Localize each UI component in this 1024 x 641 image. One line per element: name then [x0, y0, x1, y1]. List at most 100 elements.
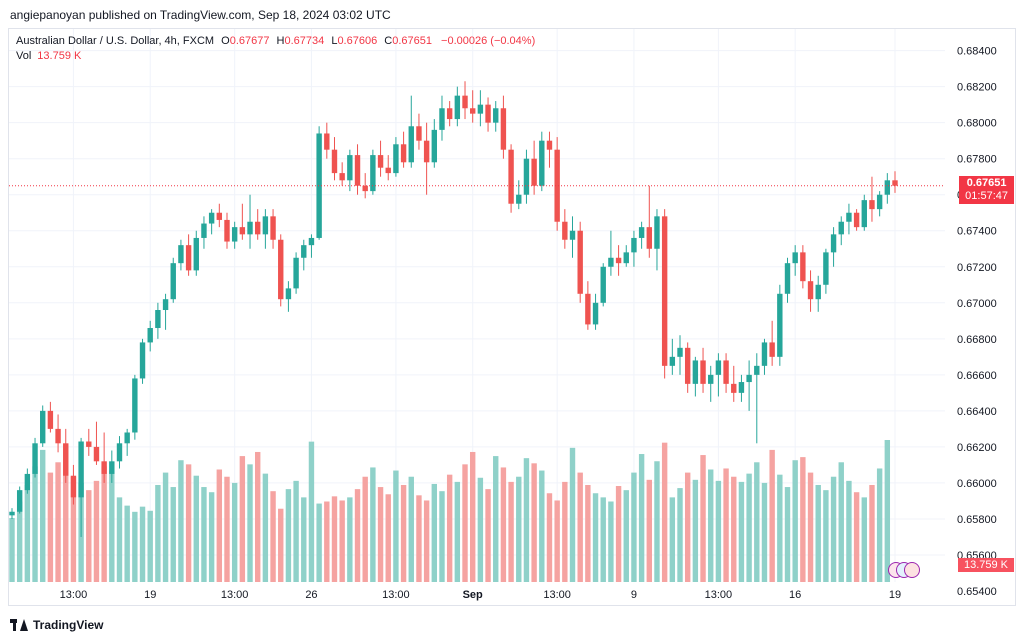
- candle-body: [669, 356, 676, 366]
- volume-bar: [761, 482, 768, 582]
- candle-body: [331, 149, 338, 174]
- volume-bar: [608, 501, 614, 582]
- candle-body: [55, 428, 61, 444]
- y-tick-label: 0.67000: [957, 298, 997, 310]
- volume-bar: [454, 481, 461, 582]
- candle-body: [347, 155, 353, 181]
- candle-body: [661, 216, 668, 366]
- candle-body: [516, 194, 522, 204]
- volume-bar: [216, 469, 223, 582]
- candle-body: [63, 443, 69, 476]
- bar-countdown: 01:57:47: [965, 190, 1008, 202]
- candle-body: [830, 234, 837, 253]
- candle-body: [807, 281, 814, 300]
- volume-bar: [684, 472, 691, 582]
- candle-body: [715, 360, 722, 375]
- volume-bar: [193, 475, 199, 582]
- volume-bar: [792, 460, 798, 582]
- volume-bar: [16, 501, 23, 582]
- volume-bar: [139, 506, 146, 582]
- legend-symbol: Australian Dollar / U.S. Dollar, 4h, FXC…: [16, 35, 215, 47]
- candle-body: [370, 155, 376, 192]
- economic-events-flag-icon[interactable]: [888, 562, 920, 578]
- volume-bar: [784, 487, 791, 582]
- candle-body: [554, 149, 560, 222]
- volume-bar: [585, 484, 591, 582]
- candle-body: [861, 200, 867, 228]
- candle-body: [761, 342, 768, 366]
- volume-bar: [416, 495, 422, 582]
- volume-bar: [301, 497, 307, 582]
- volume-bar: [86, 490, 92, 582]
- volume-bar: [293, 480, 299, 582]
- candle-body: [500, 108, 507, 150]
- candle-body: [723, 360, 729, 384]
- volume-bar: [500, 467, 507, 582]
- candle-body: [16, 490, 23, 512]
- candle-body: [109, 461, 115, 474]
- legend-open-value: 0.67677: [229, 35, 270, 47]
- candle-body: [270, 216, 276, 240]
- volume-value-tag: 13.759 K: [957, 558, 1014, 572]
- candle-body: [523, 158, 530, 195]
- candle-body: [132, 378, 138, 433]
- candle-body: [692, 360, 699, 384]
- candle-body: [201, 223, 207, 238]
- candle-body: [869, 200, 875, 210]
- volume-bar: [516, 476, 522, 582]
- volume-bar: [654, 461, 660, 582]
- volume-bar: [876, 468, 883, 582]
- candle-body: [377, 155, 384, 168]
- legend-high-value: 0.67734: [284, 35, 325, 47]
- volume-bar: [324, 501, 330, 582]
- candle-body: [477, 104, 484, 114]
- publisher-line: angiepanoyan published on TradingView.co…: [10, 8, 391, 22]
- volume-bar: [554, 500, 560, 582]
- volume-bar: [185, 464, 192, 582]
- volume-bar: [423, 500, 430, 582]
- x-tick-label: 9: [631, 589, 637, 601]
- candle-body: [876, 194, 883, 210]
- volume-bar: [600, 497, 606, 582]
- y-tick-label: 0.66400: [957, 406, 997, 418]
- footer-brand-text: TradingView: [33, 618, 104, 632]
- candle-body: [262, 216, 269, 235]
- legend-low-value: 0.67606: [337, 35, 378, 47]
- y-tick-label: 0.66600: [957, 370, 997, 382]
- chart-frame: [8, 28, 1016, 606]
- candle-body: [646, 227, 652, 249]
- volume-bar: [331, 496, 338, 582]
- legend-open-label: O: [221, 35, 230, 47]
- candle-body: [853, 212, 860, 228]
- candle-body: [462, 95, 468, 109]
- volume-bar: [32, 466, 38, 582]
- candle-body: [278, 239, 284, 300]
- candle-body: [562, 221, 568, 240]
- legend-high-label: H: [276, 35, 285, 47]
- volume-bar: [55, 462, 61, 582]
- candle-body: [178, 245, 184, 264]
- volume-bar: [162, 472, 169, 582]
- volume-bar: [47, 472, 54, 582]
- legend-ohlc-row: Australian Dollar / U.S. Dollar, 4h, FXC…: [16, 34, 535, 49]
- volume-bar: [247, 464, 253, 582]
- volume-bar: [208, 492, 215, 582]
- volume-bar: [24, 484, 31, 582]
- volume-bar: [70, 476, 77, 582]
- candle-body: [9, 511, 15, 516]
- candle-body: [308, 237, 315, 246]
- candle-body: [408, 126, 414, 163]
- volume-bar: [661, 442, 668, 582]
- candle-body: [139, 342, 146, 379]
- legend-low-label: L: [331, 35, 338, 47]
- volume-bar: [539, 470, 545, 582]
- candle-body: [147, 328, 153, 343]
- volume-bar: [446, 474, 453, 582]
- legend-close-label: C: [384, 35, 393, 47]
- candle-body: [777, 293, 783, 357]
- candle-body: [508, 149, 514, 204]
- legend-volume-row: Vol 13.759 K: [16, 49, 535, 64]
- volume-bar: [63, 444, 69, 582]
- footer-brand[interactable]: TradingView: [10, 618, 103, 632]
